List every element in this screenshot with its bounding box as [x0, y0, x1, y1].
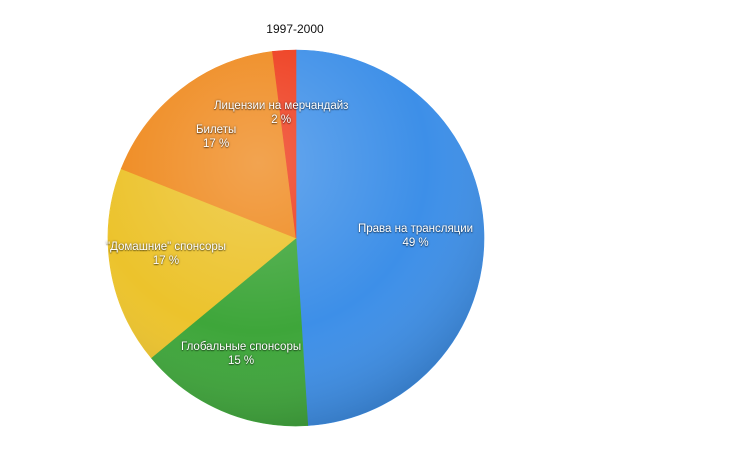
slice-label-value: 49 % — [402, 237, 429, 249]
slice-label-global-sponsors: Глобальные спонсоры 15 % — [181, 340, 301, 368]
slice-label-value: 15 % — [227, 355, 255, 367]
slice-label-name: "Домашние" спонсоры — [106, 241, 227, 253]
slice-label-merch-licenses: Лицензии на мерчандайз 2 % — [214, 99, 348, 127]
slice-label-value: 17 % — [152, 255, 180, 267]
slice-label-name: Лицензии на мерчандайз — [214, 100, 349, 112]
slice-label-home-sponsors: "Домашние" спонсоры 17 % — [106, 240, 226, 268]
slice-label-broadcast-rights: Права на трансляции 49 % — [358, 222, 473, 250]
slice-label-value: 17 % — [203, 138, 230, 150]
slice-label-name: Глобальные спонсоры — [181, 341, 302, 353]
chart-title: 1997-2000 — [266, 22, 324, 36]
slice-label-name: Билеты — [196, 124, 237, 136]
slice-label-value: 2 % — [271, 114, 292, 126]
slice-label-name: Права на трансляции — [358, 223, 474, 235]
slice-label-tickets: Билеты 17 % — [196, 123, 236, 151]
